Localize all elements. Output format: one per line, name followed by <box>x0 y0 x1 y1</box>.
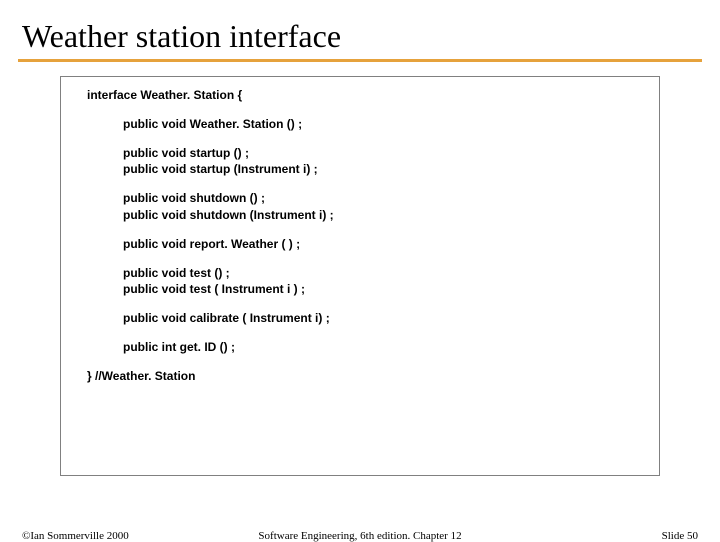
footer-book: Software Engineering, 6th edition. Chapt… <box>0 530 720 542</box>
blank-line <box>69 253 651 265</box>
code-line: public void startup () ; <box>69 145 651 162</box>
blank-line <box>69 327 651 339</box>
code-line: public int get. ID () ; <box>69 339 651 356</box>
code-line: public void shutdown (Instrument i) ; <box>69 207 651 224</box>
code-line: interface Weather. Station { <box>69 87 651 104</box>
code-line: public void test () ; <box>69 265 651 282</box>
slide: Weather station interface interface Weat… <box>0 0 720 540</box>
blank-line <box>69 133 651 145</box>
blank-line <box>69 224 651 236</box>
blank-line <box>69 104 651 116</box>
code-line: public void calibrate ( Instrument i) ; <box>69 310 651 327</box>
footer-slide-number: Slide 50 <box>662 530 698 542</box>
code-line: public void shutdown () ; <box>69 190 651 207</box>
code-line: } //Weather. Station <box>69 368 651 385</box>
blank-line <box>69 356 651 368</box>
slide-title: Weather station interface <box>0 0 720 59</box>
blank-line <box>69 298 651 310</box>
code-line: public void Weather. Station () ; <box>69 116 651 133</box>
code-interface-box: interface Weather. Station { public void… <box>60 76 660 476</box>
title-underline <box>18 59 702 62</box>
blank-line <box>69 178 651 190</box>
code-line: public void startup (Instrument i) ; <box>69 161 651 178</box>
code-line: public void test ( Instrument i ) ; <box>69 281 651 298</box>
code-line: public void report. Weather ( ) ; <box>69 236 651 253</box>
